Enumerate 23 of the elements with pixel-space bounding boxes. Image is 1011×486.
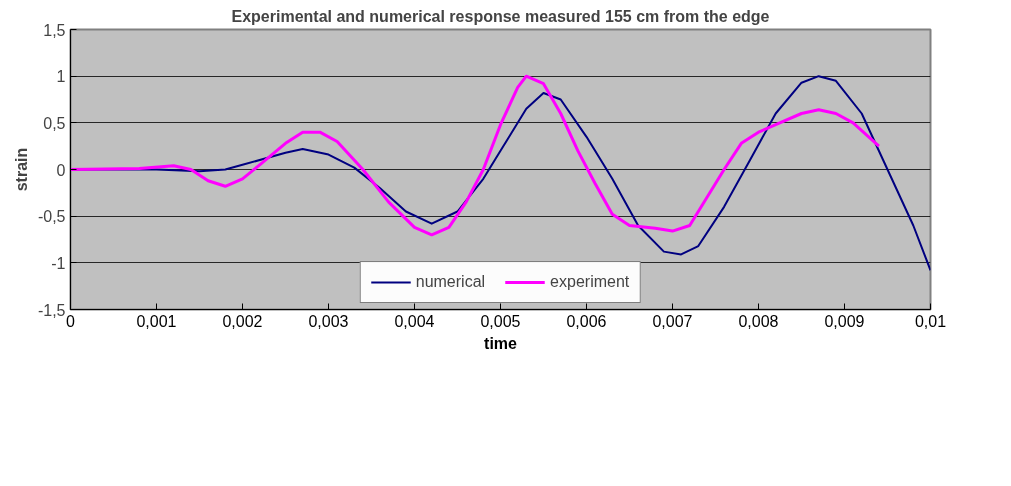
y-tick-label: -1 (51, 254, 66, 272)
x-tick-label: 0,001 (136, 312, 177, 330)
chart-title: Experimental and numerical response measured 155 cm from the edge (231, 7, 770, 25)
y-tick-label: -1,5 (37, 301, 66, 319)
line-series (70, 74, 881, 237)
y-axis-title: strain (12, 147, 30, 192)
y-tick-label: 0 (56, 161, 66, 179)
y-tick-label: 0,5 (43, 114, 66, 132)
x-axis-title: time (484, 334, 518, 352)
legend-label: numerical (415, 273, 486, 291)
x-tick-label: 0,006 (566, 312, 607, 330)
x-tick-label: 0,002 (222, 312, 263, 330)
x-tick-label: 0,009 (824, 312, 865, 330)
x-tick-label: 0,008 (738, 312, 779, 330)
x-tick-label: 0,004 (394, 312, 435, 330)
y-tick-label: -0,5 (37, 208, 66, 226)
y-tick-label: 1,5 (43, 21, 66, 39)
x-tick-label: 0,005 (480, 312, 521, 330)
x-tick-label: 0,007 (652, 312, 693, 330)
y-tick-label: 1 (56, 68, 66, 86)
x-tick-label: 0,01 (914, 312, 947, 330)
legend-label: experiment (550, 273, 630, 291)
x-tick-label: 0,003 (308, 312, 349, 330)
